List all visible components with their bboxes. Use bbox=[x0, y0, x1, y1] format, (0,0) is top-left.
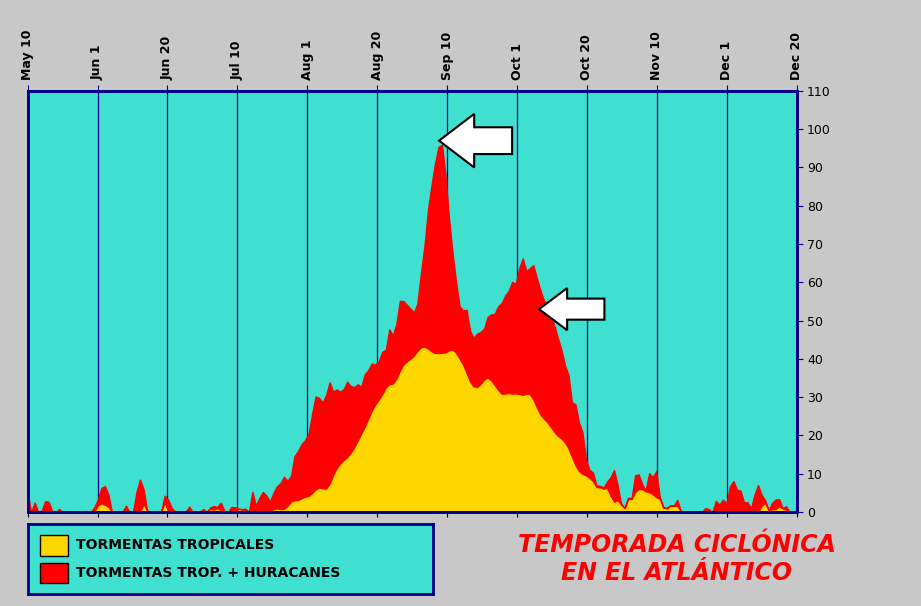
Text: TORMENTAS TROPICALES: TORMENTAS TROPICALES bbox=[76, 538, 274, 552]
Text: TEMPORADA CICLÓNICA
EN EL ATLÁNTICO: TEMPORADA CICLÓNICA EN EL ATLÁNTICO bbox=[518, 533, 836, 585]
Bar bbox=[40, 534, 68, 556]
Bar bbox=[40, 562, 68, 584]
Polygon shape bbox=[539, 288, 604, 330]
Polygon shape bbox=[439, 114, 512, 167]
Text: TORMENTAS TROP. + HURACANES: TORMENTAS TROP. + HURACANES bbox=[76, 566, 341, 580]
